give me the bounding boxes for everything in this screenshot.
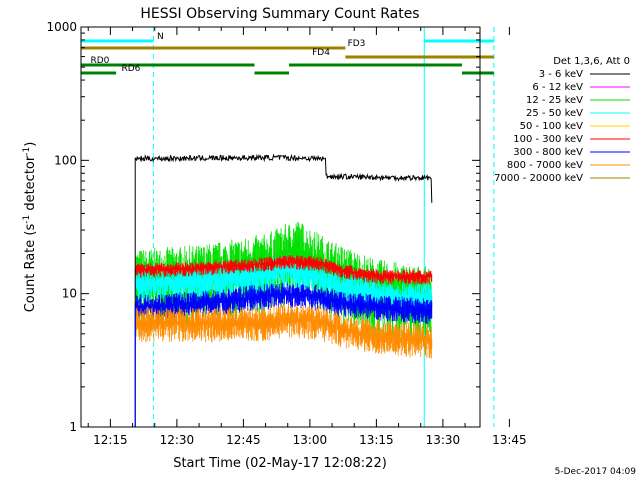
legend-label: 25 - 50 keV bbox=[526, 108, 583, 119]
chart-title: HESSI Observing Summary Count Rates bbox=[140, 6, 419, 22]
flag-label: FD4 bbox=[312, 48, 330, 58]
observing-flags: N FD3 FD4 RD0 RD6 bbox=[81, 32, 494, 75]
flag-label: N bbox=[157, 32, 164, 42]
legend-title: Det 1,3,6, Att 0 bbox=[553, 56, 630, 67]
y-tick-label: 1 bbox=[69, 420, 77, 434]
x-tick-label: 13:45 bbox=[492, 433, 527, 447]
flag-label: FD3 bbox=[348, 39, 366, 49]
y-tick-label: 1000 bbox=[46, 20, 77, 34]
y-axis-label: Count Rate (s-1 detector-1) bbox=[22, 142, 38, 313]
timestamp: 5-Dec-2017 04:09 bbox=[555, 467, 637, 477]
flag-label: RD0 bbox=[90, 56, 109, 66]
legend-label: 50 - 100 keV bbox=[520, 121, 584, 132]
x-axis: 12:15 12:30 12:45 13:00 13:15 13:30 13:45 bbox=[87, 27, 527, 447]
x-tick-label: 12:30 bbox=[160, 433, 195, 447]
y-tick-label: 100 bbox=[54, 153, 77, 167]
x-tick-label: 13:30 bbox=[426, 433, 461, 447]
x-tick-label: 13:15 bbox=[359, 433, 394, 447]
x-axis-label: Start Time (02-May-17 12:08:22) bbox=[173, 456, 387, 471]
series-line bbox=[134, 153, 433, 427]
legend-label: 300 - 800 keV bbox=[513, 147, 583, 158]
legend-label: 12 - 25 keV bbox=[526, 95, 583, 106]
vertical-markers bbox=[80, 27, 495, 427]
x-tick-label: 12:15 bbox=[93, 433, 128, 447]
y-tick-label: 10 bbox=[62, 287, 77, 301]
x-tick-label: 13:00 bbox=[293, 433, 328, 447]
y-axis: 1 10 100 1000 bbox=[46, 20, 480, 434]
legend-label: 3 - 6 keV bbox=[539, 69, 583, 80]
data-series bbox=[134, 153, 433, 427]
plot-frame bbox=[80, 26, 481, 428]
x-tick-label: 12:45 bbox=[226, 433, 261, 447]
legend: Det 1,3,6, Att 0 3 - 6 keV 6 - 12 keV 12 -… bbox=[494, 56, 630, 184]
flag-label: RD6 bbox=[121, 64, 140, 74]
legend-label: 6 - 12 keV bbox=[532, 82, 583, 93]
legend-label: 800 - 7000 keV bbox=[507, 160, 583, 171]
legend-label: 100 - 300 keV bbox=[513, 134, 583, 145]
legend-label: 7000 - 20000 keV bbox=[494, 173, 583, 184]
